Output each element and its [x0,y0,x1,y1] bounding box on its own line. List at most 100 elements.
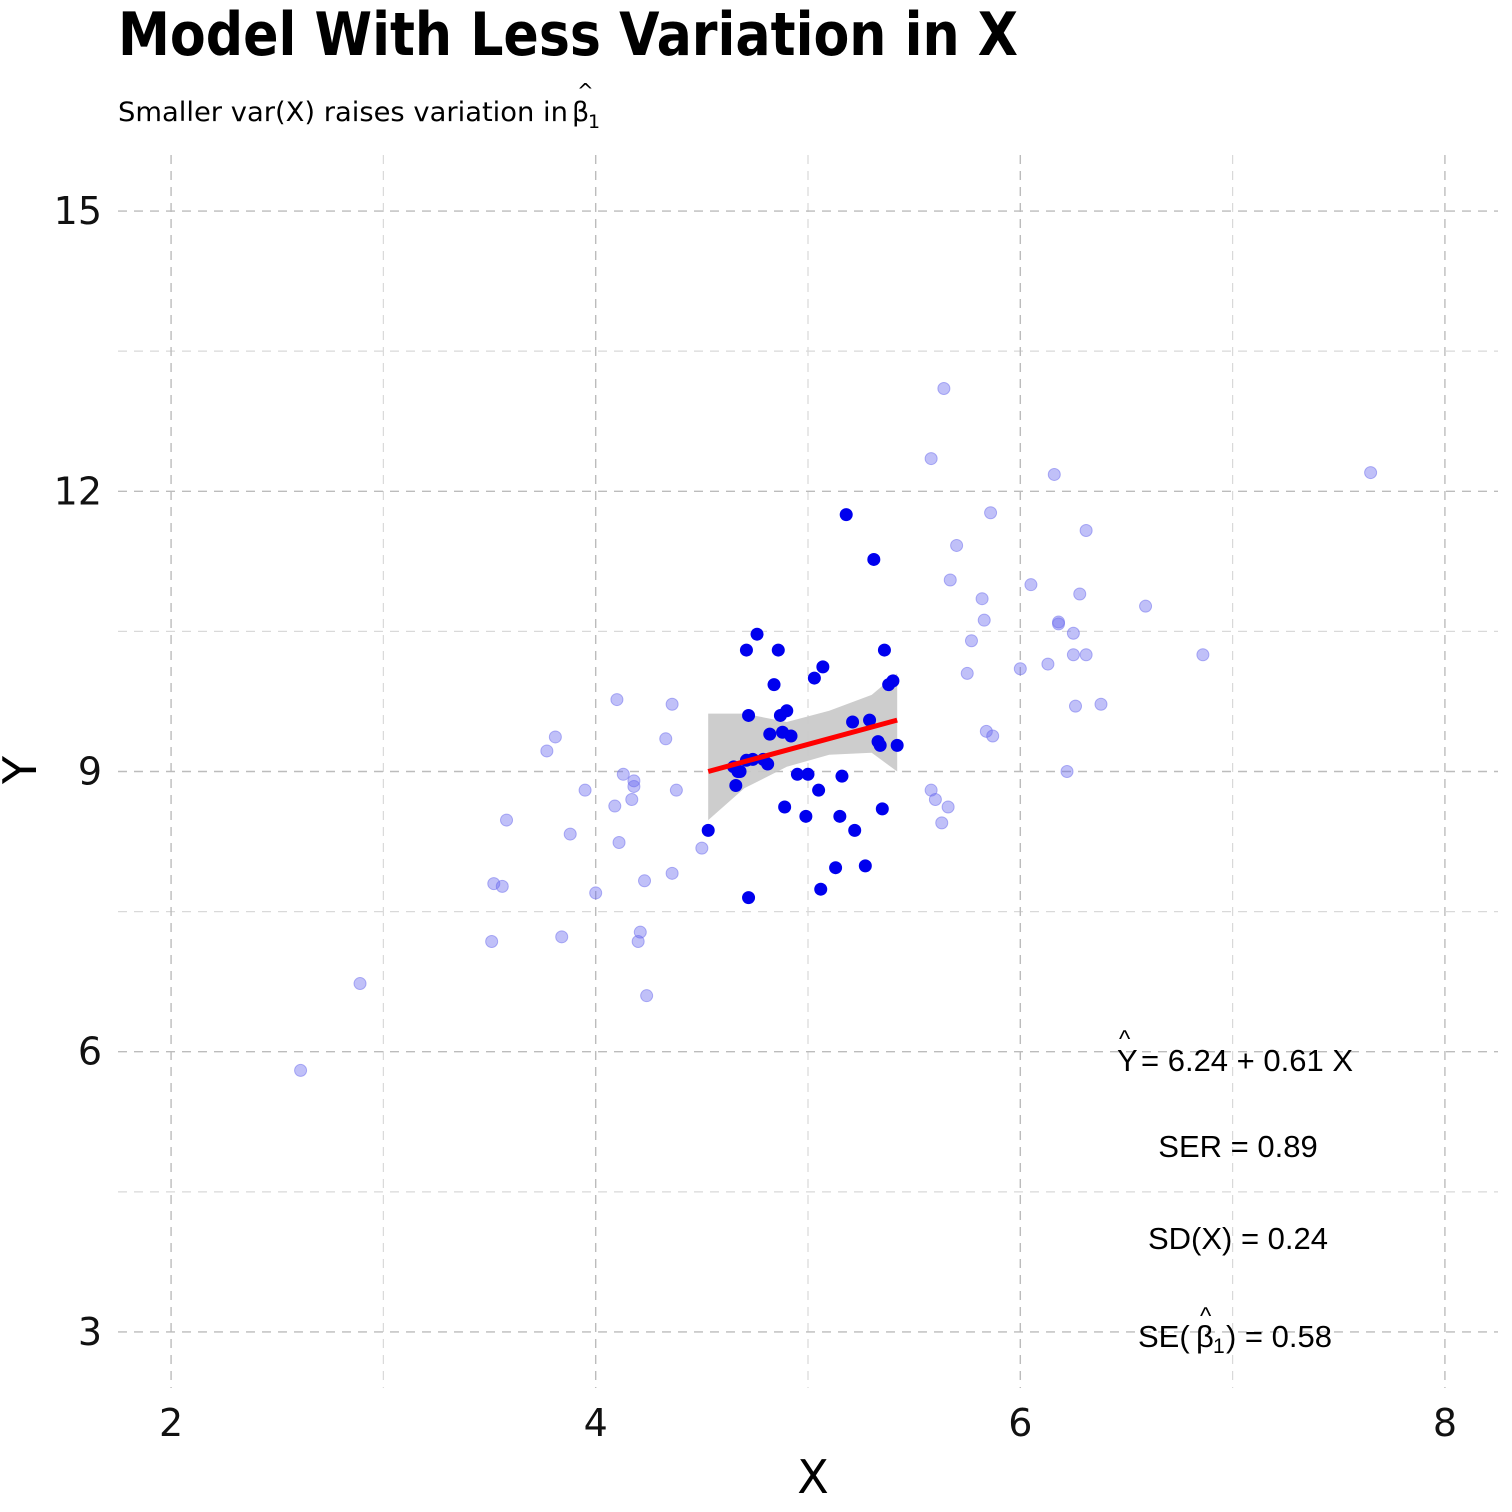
x-tick-labels: 2 4 6 8 [159,1401,1457,1445]
equation-lhs: Y [1117,1043,1138,1078]
bg-point-38 [975,592,989,606]
bg-point-26 [669,783,683,797]
highlight-point-22 [799,809,813,823]
highlight-point-4 [733,765,747,778]
bg-point-51 [1066,648,1080,662]
y-tick-label-1: 6 [78,1030,102,1074]
y-tick-labels: 3 6 9 12 15 [54,189,102,1354]
bg-point-21 [638,874,652,888]
highlight-point-14 [767,678,781,692]
bg-point-3 [487,877,501,891]
highlight-point-12 [761,757,775,771]
x-tick-label-0: 2 [159,1401,183,1445]
highlight-point-27 [816,660,830,674]
y-tick-label-3: 12 [54,469,102,513]
highlight-point-29 [833,809,847,823]
fit-line-group [707,717,898,774]
bg-point-45 [1041,657,1055,671]
bg-point-42 [986,729,1000,743]
x-axis-title: X [797,1450,829,1504]
se-annotation: SE( β ^ 1 ) = 0.58 [1138,1303,1332,1358]
highlight-point-39 [875,802,889,816]
fit-line [707,717,898,774]
bg-point-30 [928,793,942,807]
highlight-point-5 [739,643,753,657]
bg-point-5 [500,813,514,827]
highlight-point-43 [890,738,904,752]
bg-point-2 [485,935,499,949]
bg-point-43 [1013,662,1027,676]
x-tick-label-1: 4 [584,1401,608,1445]
bg-point-46 [1047,467,1061,481]
bg-point-12 [608,799,622,813]
bg-point-59 [1364,466,1378,480]
highlight-point-40 [877,643,891,657]
sdx-annotation: SD(X) = 0.24 [1148,1221,1328,1256]
highlight-point-28 [829,861,843,875]
bg-point-28 [924,452,938,466]
bg-point-22 [640,989,654,1003]
bg-point-13 [610,693,624,707]
bg-point-25 [665,866,679,880]
highlight-point-7 [742,708,756,722]
highlight-point-36 [867,552,881,566]
bg-point-18 [627,774,641,788]
highlight-point-15 [771,643,785,657]
chart-title: Model With Less Variation in X [118,0,1018,70]
x-tick-label-3: 8 [1433,1401,1457,1445]
highlight-point-21 [790,767,804,781]
bg-point-44 [1024,578,1038,592]
bg-point-57 [1139,599,1153,613]
highlight-point-20 [784,729,798,743]
bg-point-20 [633,925,647,939]
regression-annotations: Y ^ = 6.24 + 0.61 X SER = 0.89 SD(X) = 0… [1117,1026,1353,1358]
bg-point-55 [1079,648,1093,662]
bg-point-4 [495,879,509,893]
bg-point-37 [964,634,978,648]
bg-point-36 [960,666,974,680]
highlight-point-30 [835,769,849,783]
subtitle-beta-subscript: 1 [588,111,600,133]
highlight-point-13 [763,727,777,741]
y-tick-label-2: 9 [78,750,102,794]
highlight-point-24 [807,671,821,685]
bg-point-48 [1052,617,1066,631]
y-tick-label-0: 3 [78,1310,102,1354]
bg-point-58 [1196,648,1210,662]
bg-point-34 [943,573,957,587]
highlight-point-23 [801,767,815,781]
bg-point-35 [950,538,964,552]
bg-point-52 [1069,699,1083,713]
highlight-point-35 [863,713,877,727]
background-points [294,382,1378,1077]
bg-point-8 [555,930,569,944]
bg-point-11 [589,886,603,900]
y-tick-label-4: 15 [54,189,102,233]
highlight-point-2 [729,779,743,793]
se-prefix: SE( [1138,1319,1190,1354]
equation-annotation: Y ^ = 6.24 + 0.61 X [1117,1026,1353,1078]
subtitle-hat-mark: ^ [577,79,594,103]
bg-point-40 [979,724,993,738]
bg-point-0 [294,1063,308,1077]
subtitle-text: Smaller var(X) raises variation in [118,97,568,128]
highlight-point-0 [701,823,715,837]
highlight-point-10 [750,627,764,641]
x-tick-label-2: 6 [1008,1401,1032,1445]
bg-point-33 [941,800,955,814]
ser-annotation: SER = 0.89 [1158,1129,1317,1164]
bg-point-27 [695,841,709,855]
highlighted-points [701,508,904,905]
bg-point-41 [984,506,998,520]
bg-point-54 [1079,524,1093,538]
bg-point-50 [1066,626,1080,640]
bg-point-49 [1060,765,1074,778]
bg-point-7 [548,730,562,744]
highlight-point-31 [839,508,853,522]
bg-point-53 [1073,587,1087,601]
equation-rhs: = 6.24 + 0.61 X [1141,1043,1353,1078]
highlight-point-32 [846,715,860,729]
highlight-point-8 [742,891,756,905]
highlight-point-38 [873,738,887,752]
bg-point-32 [937,382,951,396]
